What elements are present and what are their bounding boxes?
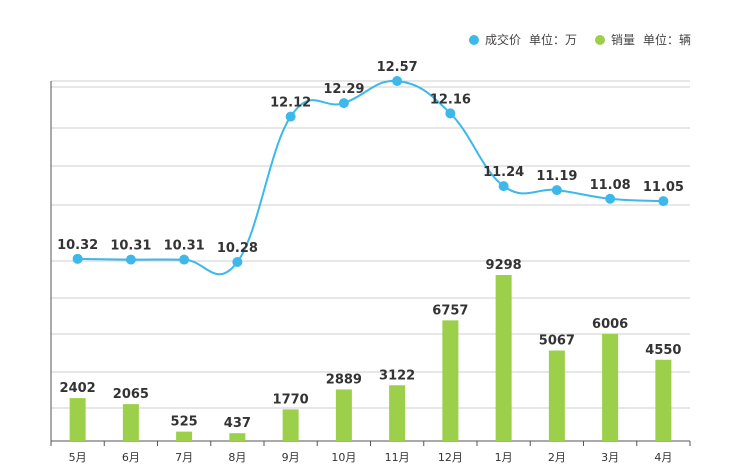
price-point-label: 12.29 — [323, 82, 364, 97]
sales-bar-label: 2889 — [326, 372, 362, 387]
sales-bar[interactable] — [282, 409, 299, 441]
x-tick-label: 4月 — [654, 451, 672, 464]
x-tick-label: 5月 — [69, 451, 87, 464]
x-tick-label: 7月 — [175, 451, 193, 464]
legend-marker-sales — [594, 34, 605, 45]
price-point-label: 12.16 — [430, 92, 471, 107]
price-point-label: 11.24 — [483, 165, 524, 180]
price-point[interactable] — [605, 193, 616, 204]
price-point-label: 12.57 — [377, 60, 418, 75]
sales-bar[interactable] — [69, 398, 86, 441]
price-point[interactable] — [285, 111, 296, 122]
x-tick-label: 11月 — [385, 451, 410, 464]
price-point[interactable] — [72, 253, 83, 264]
legend-unit-price: 单位：万 — [528, 33, 577, 47]
price-point-label: 11.05 — [643, 180, 684, 195]
sales-bar-label: 5067 — [539, 334, 575, 349]
price-point[interactable] — [498, 181, 509, 192]
x-tick-label: 6月 — [122, 451, 140, 464]
x-tick-label: 9月 — [282, 451, 300, 464]
legend-label-price: 成交价 — [484, 33, 521, 47]
legend-item-price[interactable]: 成交价 单位：万 — [468, 31, 577, 48]
price-point-label: 11.19 — [536, 169, 577, 184]
price-point[interactable] — [232, 257, 243, 267]
chart-legend: 成交价 单位：万 销量 单位：辆 — [451, 31, 691, 48]
sales-bar[interactable] — [122, 404, 139, 441]
x-tick-label: 12月 — [438, 451, 463, 464]
sales-bar[interactable] — [442, 320, 459, 441]
price-point[interactable] — [551, 185, 562, 196]
legend-marker-price — [468, 34, 479, 45]
sales-bar[interactable] — [229, 433, 246, 441]
sales-bar[interactable] — [602, 333, 619, 441]
sales-bar[interactable] — [548, 350, 565, 441]
price-point[interactable] — [445, 108, 456, 119]
sales-bar-label: 1770 — [273, 392, 309, 407]
price-point[interactable] — [125, 254, 136, 265]
price-point-label: 10.31 — [164, 239, 205, 254]
sales-bar-label: 2065 — [113, 387, 149, 402]
sales-bar-label: 4550 — [645, 343, 681, 358]
price-point-label: 12.12 — [270, 96, 311, 111]
price-point-label: 10.28 — [217, 241, 258, 256]
legend-unit-sales: 单位：辆 — [642, 33, 691, 47]
sales-bar[interactable] — [176, 431, 193, 441]
price-point[interactable] — [338, 98, 349, 109]
price-point-label: 10.32 — [57, 238, 98, 253]
price-point[interactable] — [179, 254, 190, 265]
sales-bar[interactable] — [655, 359, 672, 441]
legend-item-sales[interactable]: 销量 单位：辆 — [594, 31, 691, 48]
sales-bar-label: 6006 — [592, 317, 628, 332]
sales-bar[interactable] — [495, 275, 512, 441]
x-tick-label: 8月 — [228, 451, 246, 464]
sales-bar-label: 9298 — [486, 258, 522, 273]
sales-bar-label: 2402 — [60, 381, 96, 396]
sales-bar-label: 437 — [224, 416, 251, 431]
price-point[interactable] — [392, 76, 403, 86]
x-tick-label: 3月 — [601, 451, 619, 464]
price-point-label: 11.08 — [590, 178, 631, 193]
sales-bar[interactable] — [335, 389, 352, 441]
x-tick-label: 1月 — [495, 451, 513, 464]
legend-label-sales: 销量 — [610, 33, 635, 47]
x-tick-label: 10月 — [331, 451, 356, 464]
price-point-label: 10.31 — [110, 239, 151, 254]
sales-bar[interactable] — [389, 385, 406, 441]
sales-bar-label: 525 — [171, 415, 198, 430]
price-point[interactable] — [658, 196, 669, 207]
x-tick-label: 2月 — [548, 451, 566, 464]
sales-bar-label: 3122 — [379, 368, 415, 383]
sales-bar-label: 6757 — [432, 303, 468, 318]
